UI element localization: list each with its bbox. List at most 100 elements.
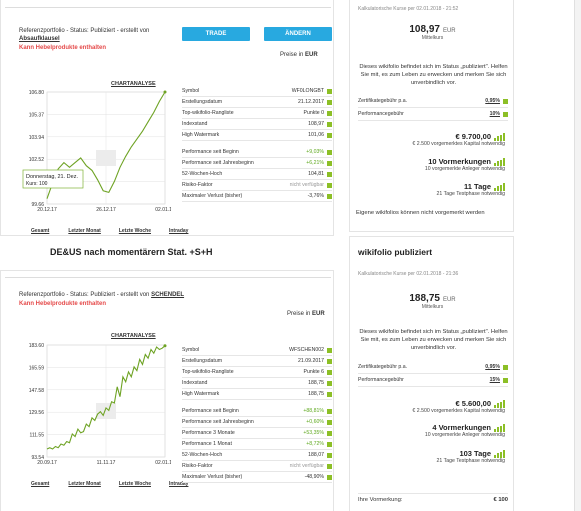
trade-button[interactable]: TRADE (182, 27, 250, 41)
bottom-stat-value: 188,07 (308, 452, 332, 458)
bottom-vorm-bars-icon (494, 423, 505, 432)
bottom-stat-row: Performance seit Jahresbeginn +0,60% (182, 417, 332, 428)
top-right-price: 108,97 EUR Mittelkurs (350, 24, 515, 41)
bottom-period-week[interactable]: Letzte Woche (118, 481, 151, 487)
green-square-icon (503, 98, 508, 104)
bottom-right-vorm-note: 10 vorgemerkte Anleger notwendig (424, 432, 505, 438)
green-square-icon (327, 182, 332, 188)
bottom-right-currency: EUR (442, 297, 456, 303)
bottom_right-fee-row: Zertifikategebühr p.a. 0,95% (358, 361, 508, 374)
bottom-stat-value-text: +53,35% (303, 430, 324, 436)
green-square-icon (327, 110, 332, 116)
top-stat-label: Erstellungsdatum (182, 99, 223, 105)
chart-y-tick-label: 183.60 (29, 343, 45, 349)
bottom_right-fee-value-text: 0,95% (485, 364, 500, 370)
green-square-icon (327, 99, 332, 105)
bottom-portfolio-card: Referenzportfolio - Status: Publiziert -… (0, 270, 334, 511)
top-period-month[interactable]: Letzter Monat (68, 228, 101, 234)
bottom_right-fee-value[interactable]: 15% (490, 377, 508, 383)
bottom-chart-title[interactable]: CHARTANALYSE (111, 333, 156, 339)
bottom-stat-row: Risiko-Faktor nicht verfügbar (182, 461, 332, 472)
top-right-capital-note: € 2.500 vorgemerktes Kapital notwendig (412, 141, 505, 147)
bottom-chart: 183.60 165.59 147.58 129.56 111.55 93.5420.09… (29, 343, 171, 466)
bottom-right-capital: € 5.600,00 € 2.500 vorgemerktes Kapital … (412, 399, 505, 414)
green-square-icon (327, 419, 332, 425)
bottom-period-intraday[interactable]: Intraday (168, 481, 189, 487)
bottom-stat-row: Performance seit Beginn +88,81% (182, 406, 332, 417)
top-right-price-value: 108,97 (409, 24, 440, 35)
bottom-ref-prefix: Referenzportfolio - Status: Publiziert -… (19, 292, 150, 298)
green-square-icon (327, 430, 332, 436)
bottom-ref-author-link[interactable]: SCHENDEL (151, 292, 185, 298)
bottom-stat-value-text: 188,75 (308, 380, 324, 386)
top-stat-row: Top-wikifolio-Rangliste Punkte 0 (182, 108, 332, 119)
bottom-right-vormerkungen: 4 Vormerkungen 10 vorgemerkte Anleger no… (425, 423, 505, 438)
vorm-bars-icon (494, 157, 505, 166)
green-square-icon (327, 474, 332, 480)
top-right-capital: € 9.700,00 € 2.500 vorgemerktes Kapital … (412, 132, 505, 147)
top-right-currency: EUR (442, 28, 456, 34)
chart-tooltip: Donnerstag, 21. Dez.Kurs: 100 (22, 169, 84, 189)
top-right-vorm-value: 10 Vormerkungen (428, 157, 491, 166)
top-stat-label: Indexstand (182, 121, 208, 127)
top-stat-value: +9,03% (306, 149, 332, 155)
top-stat-label: Performance seit Beginn (182, 149, 239, 155)
top_right-fee-value[interactable]: 10% (490, 111, 508, 117)
bottom-stat-row: 52-Wochen-Hoch 188,07 (182, 450, 332, 461)
top-stat-value: nicht verfügbar (290, 182, 332, 188)
top-stat-label: Maximaler Verlust (bisher) (182, 193, 243, 199)
green-square-icon (327, 149, 332, 155)
top-period-gesamt[interactable]: Gesamt (31, 228, 50, 234)
bottom-stat-value: WFSCHEN002 (289, 347, 332, 353)
bottom-stat-label: Performance 3 Monate (182, 430, 235, 436)
bottom-right-ihre-label: Ihre Vormerkung: (358, 497, 403, 503)
top-stat-value-text: 108,97 (308, 121, 324, 127)
bottom-stat-value-text: 188,75 (308, 391, 324, 397)
bottom-right-description: Dieses wikifolio befindet sich im Status… (359, 329, 508, 351)
bottom-stat-label: Symbol (182, 347, 200, 353)
top-right-own-note: Eigene wikifolios können nicht vorgemerk… (356, 210, 485, 216)
top-ref-line: Referenzportfolio - Status: Publiziert -… (19, 28, 149, 34)
scrollbar[interactable] (574, 0, 581, 511)
chart-tooltip-date: Donnerstag, 21. Dez. (26, 174, 78, 180)
bottom-stat-value: 188,75 (308, 380, 332, 386)
bottom_right-fee-value[interactable]: 0,95% (485, 364, 508, 370)
green-square-icon (327, 347, 332, 353)
bottom-stat-value: Punkte 6 (304, 369, 332, 375)
top_right-fee-label: Performancegebühr (358, 111, 404, 117)
bottom-stat-value-text: Punkte 6 (303, 369, 324, 375)
bottom-right-fees: Zertifikategebühr p.a. 0,95% Performancege… (358, 361, 508, 387)
bottom-stat-label: Risiko-Faktor (182, 463, 213, 469)
chart-last-point (163, 344, 167, 348)
top-stat-value: +6,21% (306, 160, 332, 166)
capital-bars-icon (494, 132, 505, 141)
bottom-currency-value: EUR (312, 311, 325, 317)
green-square-icon (327, 132, 332, 138)
top-stat-row: Maximaler Verlust (bisher) -3,76% (182, 191, 332, 202)
chart-y-tick-label: 147.58 (29, 388, 45, 394)
top-ref-author-link[interactable]: Absaufklausel (19, 36, 60, 42)
bottom-right-capital-value: € 5.600,00 (455, 399, 491, 408)
bottom-divider (5, 277, 331, 278)
chart-tooltip-value: Kurs: 100 (26, 181, 48, 187)
change-button[interactable]: ÄNDERN (264, 27, 332, 41)
bottom-period-tabs: Gesamt Letzter Monat Letzte Woche Intrad… (31, 481, 188, 487)
bottom-period-gesamt[interactable]: Gesamt (31, 481, 50, 487)
top_right-fee-value[interactable]: 0,95% (485, 98, 508, 104)
chart-y-tick-label: 106.80 (29, 90, 45, 96)
green-square-icon (327, 358, 332, 364)
green-square-icon (503, 364, 508, 370)
bottom-period-month[interactable]: Letzter Monat (68, 481, 101, 487)
bottom-stat-value: +8,72% (306, 441, 332, 447)
green-square-icon (327, 391, 332, 397)
bottom-stat-row: Symbol WFSCHEN002 (182, 345, 332, 356)
top-stat-row: Risiko-Faktor nicht verfügbar (182, 180, 332, 191)
top_right-fee-row: Performancegebühr 10% (358, 108, 508, 121)
top-period-week[interactable]: Letzte Woche (118, 228, 151, 234)
top-chart-title[interactable]: CHARTANALYSE (111, 81, 156, 87)
top-stat-value-text: +9,03% (306, 149, 324, 155)
top-period-intraday[interactable]: Intraday (168, 228, 189, 234)
chart-series-line (46, 345, 166, 450)
bottom-ref-line: Referenzportfolio - Status: Publiziert -… (19, 292, 184, 298)
chart-y-tick-label: 165.59 (29, 365, 45, 371)
